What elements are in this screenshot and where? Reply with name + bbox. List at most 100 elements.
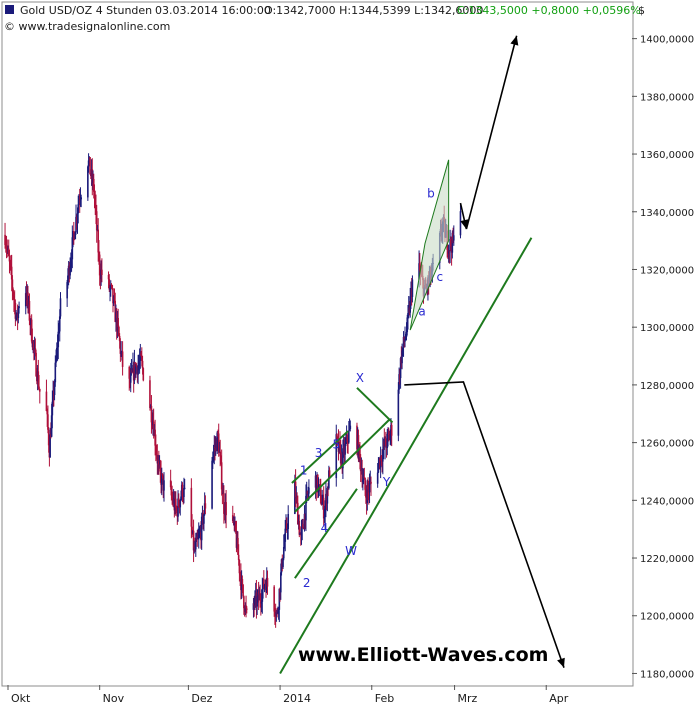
candle-body: [347, 442, 349, 444]
candle-body: [4, 234, 6, 245]
candle-body: [302, 523, 304, 529]
candle-body: [404, 339, 406, 342]
candle-body: [74, 232, 77, 240]
candle-body: [114, 300, 117, 322]
projection-arrow: [465, 35, 518, 230]
candle-body: [79, 199, 82, 201]
candle-body: [38, 388, 41, 392]
ohl-label: O:1342,7000 H:1344,5399 L:1342,6000: [264, 4, 483, 17]
candle-body: [241, 579, 244, 585]
candle-body: [71, 237, 74, 260]
x-axis: Okt Nov Dez 2014 Feb Mrz Apr: [7, 685, 569, 705]
y-tick-label: 1200,0000: [640, 612, 694, 623]
candle-body: [300, 528, 303, 536]
candle-body: [93, 191, 96, 199]
candle-body: [319, 487, 322, 504]
candle-body: [72, 231, 74, 238]
candle-body: [342, 448, 344, 469]
candle-body: [80, 197, 82, 200]
candle-body: [398, 374, 400, 390]
candle-body: [37, 371, 40, 387]
candle-body: [112, 288, 114, 304]
candle-body: [404, 336, 407, 340]
candle-body: [274, 616, 277, 618]
candle-body: [190, 487, 193, 527]
candle-body: [14, 302, 17, 319]
candle-body: [197, 535, 200, 538]
currency-label: $: [638, 4, 645, 17]
candle-body: [7, 248, 10, 256]
candle-body: [296, 496, 298, 503]
candle-body: [154, 429, 156, 446]
candle-body: [120, 351, 122, 354]
candle-body: [316, 474, 319, 493]
candle-body: [170, 487, 173, 496]
x-tick-label: Mrz: [458, 692, 478, 705]
candle-body: [163, 480, 165, 491]
candle-body: [55, 358, 57, 363]
y-tick-label: 1340,0000: [640, 208, 694, 219]
wave-label: 4: [321, 521, 329, 535]
candle-body: [169, 480, 172, 488]
candle-body: [118, 326, 120, 337]
candle-body: [78, 199, 80, 205]
candle-body: [382, 449, 384, 462]
candle-body: [286, 529, 289, 531]
candle-body: [195, 536, 198, 542]
candle-body: [8, 255, 11, 262]
candle-body: [335, 434, 338, 479]
candle-body: [49, 434, 51, 458]
candle-body: [359, 445, 361, 458]
candle-body: [181, 484, 184, 497]
candle-body: [194, 541, 197, 550]
candle-body: [179, 499, 182, 508]
candle-body: [98, 252, 100, 255]
candle-body: [13, 299, 16, 303]
candle-body: [418, 263, 420, 280]
candle-body: [237, 554, 240, 561]
candle-body: [339, 442, 341, 447]
candle-body: [87, 160, 90, 167]
candle-body: [58, 316, 61, 332]
candle-body: [175, 507, 178, 511]
candle-body: [5, 245, 8, 249]
trend-line: [356, 387, 394, 424]
candle-body: [9, 261, 12, 264]
candle-body: [109, 287, 111, 290]
candle-body: [344, 443, 346, 455]
wave-label: a: [418, 305, 425, 319]
candle-body: [451, 232, 454, 253]
candle-body: [243, 596, 245, 609]
wave-label: b: [427, 186, 435, 200]
candle-body: [211, 457, 214, 461]
series-marker-icon: [5, 5, 14, 14]
y-tick-label: 1360,0000: [640, 150, 694, 161]
candle-body: [212, 451, 215, 458]
candle-body: [70, 261, 72, 267]
x-tick-label: 2014: [283, 692, 311, 705]
candle-body: [180, 496, 182, 500]
candle-body: [326, 487, 329, 504]
candle-body: [98, 254, 101, 276]
wave-label: W: [345, 544, 357, 558]
candle-body: [220, 462, 223, 490]
candle-body: [150, 405, 153, 423]
candle-body: [367, 486, 369, 490]
candle-body: [263, 585, 266, 589]
candle-body: [149, 380, 151, 409]
candle-body: [70, 259, 73, 262]
candle-body: [244, 605, 247, 612]
candle-body: [263, 579, 265, 589]
candle-body: [260, 601, 263, 604]
wave-label: X: [356, 371, 364, 385]
candle-body: [211, 460, 213, 509]
candle-body: [138, 363, 140, 366]
candle-body: [219, 451, 221, 457]
wave-label: 3: [315, 446, 323, 460]
candle-body: [138, 360, 141, 364]
candle-body: [368, 483, 371, 493]
candle-body: [13, 295, 15, 300]
candle-body: [273, 586, 275, 612]
candle-body: [129, 373, 132, 383]
